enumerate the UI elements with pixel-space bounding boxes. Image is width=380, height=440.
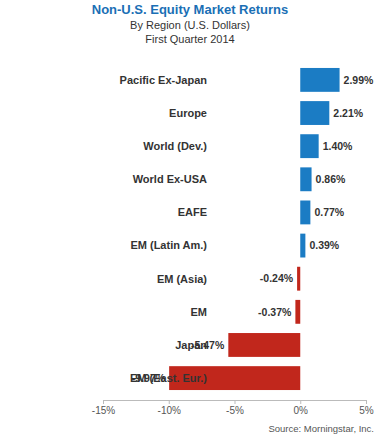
tick: 5% <box>359 400 374 416</box>
category-label: EAFE <box>178 206 207 218</box>
bar <box>300 167 311 191</box>
x-axis: -15% -10% -5% 0% 5% <box>92 400 374 416</box>
tick-mark <box>366 400 367 404</box>
category-label: World (Dev.) <box>143 140 207 152</box>
tick: 0% <box>294 400 309 416</box>
data-label: -5.47% <box>191 339 225 351</box>
data-label: 0.39% <box>309 239 339 251</box>
data-label: -0.37% <box>258 306 292 318</box>
data-label: 2.21% <box>333 107 363 119</box>
data-label: -0.24% <box>260 272 294 284</box>
title: Non-U.S. Equity Market Returns <box>92 2 288 17</box>
category-label: Pacific Ex-Japan <box>120 74 208 86</box>
tick-mark <box>103 400 104 404</box>
category-label: Europe <box>169 107 207 119</box>
tick-label: -10% <box>158 405 181 416</box>
bar <box>228 333 300 357</box>
category-label: EM <box>191 306 208 318</box>
tick-label: -5% <box>226 405 244 416</box>
bars <box>169 68 339 390</box>
category-label: EM (Asia) <box>157 273 207 285</box>
bar <box>300 201 310 225</box>
annotation: Source: Morningstar, Inc. <box>268 423 374 434</box>
tick-mark <box>235 400 236 404</box>
bar <box>297 267 300 291</box>
category-label: EM (Latin Am.) <box>130 239 207 251</box>
bar <box>300 234 305 258</box>
data-label: 2.99% <box>344 74 374 86</box>
tick-mark <box>169 400 170 404</box>
category-label: EM (East. Eur.) <box>130 372 207 384</box>
bar <box>300 134 318 158</box>
tick: -5% <box>226 400 244 416</box>
data-label: 0.77% <box>314 206 344 218</box>
bar <box>300 101 329 125</box>
data-label: -9.97% <box>132 372 166 384</box>
tick-mark <box>300 400 301 404</box>
category-label: World Ex-USA <box>133 173 207 185</box>
tick-label: -15% <box>92 405 115 416</box>
subtitle: First Quarter 2014 <box>145 33 234 45</box>
bar <box>295 300 300 324</box>
bar <box>300 68 339 92</box>
tick-label: 0% <box>294 405 309 416</box>
subtitle: By Region (U.S. Dollars) <box>130 19 250 31</box>
chart: Non-U.S. Equity Market Returns By Region … <box>0 0 380 440</box>
data-label: 0.86% <box>316 173 346 185</box>
data-label: 1.40% <box>323 140 353 152</box>
tick: -10% <box>158 400 181 416</box>
tick-label: 5% <box>359 405 374 416</box>
tick: -15% <box>92 400 115 416</box>
